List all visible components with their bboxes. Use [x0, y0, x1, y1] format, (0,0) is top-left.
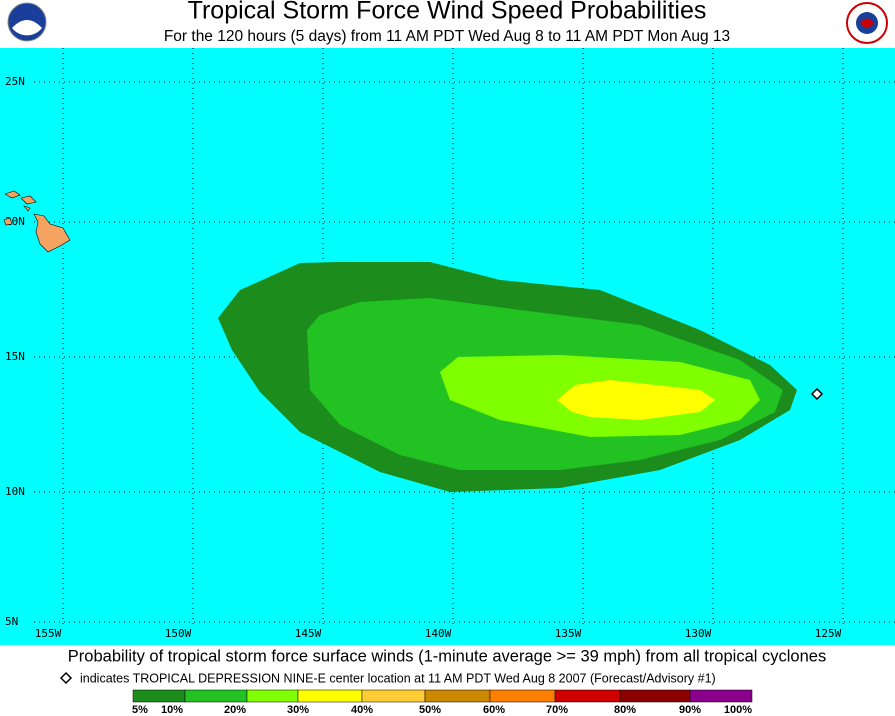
lon-label: 125W — [815, 627, 842, 640]
lat-label: 5N — [5, 615, 18, 628]
prob-30-40 — [557, 380, 715, 420]
legend-swatch — [424, 689, 491, 703]
legend-swatch — [554, 689, 621, 703]
legend-label: 5% — [132, 704, 148, 716]
legend-label: 40% — [351, 704, 373, 716]
subtitle: For the 120 hours (5 days) from 11 AM PD… — [164, 28, 730, 45]
legend-swatch — [361, 689, 426, 703]
legend-label: 50% — [419, 704, 441, 716]
lon-label: 155W — [35, 627, 62, 640]
legend-label: 20% — [224, 704, 246, 716]
lon-label: 130W — [685, 627, 712, 640]
storm-center — [810, 387, 824, 401]
lat-label: 10N — [5, 485, 25, 498]
legend-swatch — [184, 689, 248, 703]
nws-logo — [846, 2, 888, 44]
legend-label: 10% — [161, 704, 183, 716]
legend-label: 90% — [679, 704, 701, 716]
legend-label: 100% — [724, 704, 752, 716]
lon-label: 150W — [165, 627, 192, 640]
legend-label: 80% — [614, 704, 636, 716]
legend-swatch — [689, 689, 753, 703]
lat-label: 15N — [5, 350, 25, 363]
lon-label: 145W — [295, 627, 322, 640]
legend-label: 60% — [483, 704, 505, 716]
title: Tropical Storm Force Wind Speed Probabil… — [188, 0, 707, 25]
legend: 5% 10% 20% 30% 40% 50% 60% 70% 80% 90% 100% — [132, 689, 753, 716]
center-symbol — [59, 671, 73, 685]
legend-label: 30% — [287, 704, 309, 716]
legend-swatch — [297, 689, 363, 703]
legend-label: 70% — [546, 704, 568, 716]
caption-note: indicates TROPICAL DEPRESSION NINE-E cen… — [80, 671, 716, 685]
legend-swatch — [489, 689, 556, 703]
lon-label: 140W — [425, 627, 452, 640]
lat-label: 25N — [5, 75, 25, 88]
hawaii — [3, 190, 71, 253]
legend-swatch — [246, 689, 299, 703]
noaa-logo — [7, 2, 47, 42]
legend-swatch — [132, 689, 186, 703]
lon-label: 135W — [555, 627, 582, 640]
caption: Probability of tropical storm force surf… — [68, 647, 826, 665]
legend-swatch — [619, 689, 691, 703]
